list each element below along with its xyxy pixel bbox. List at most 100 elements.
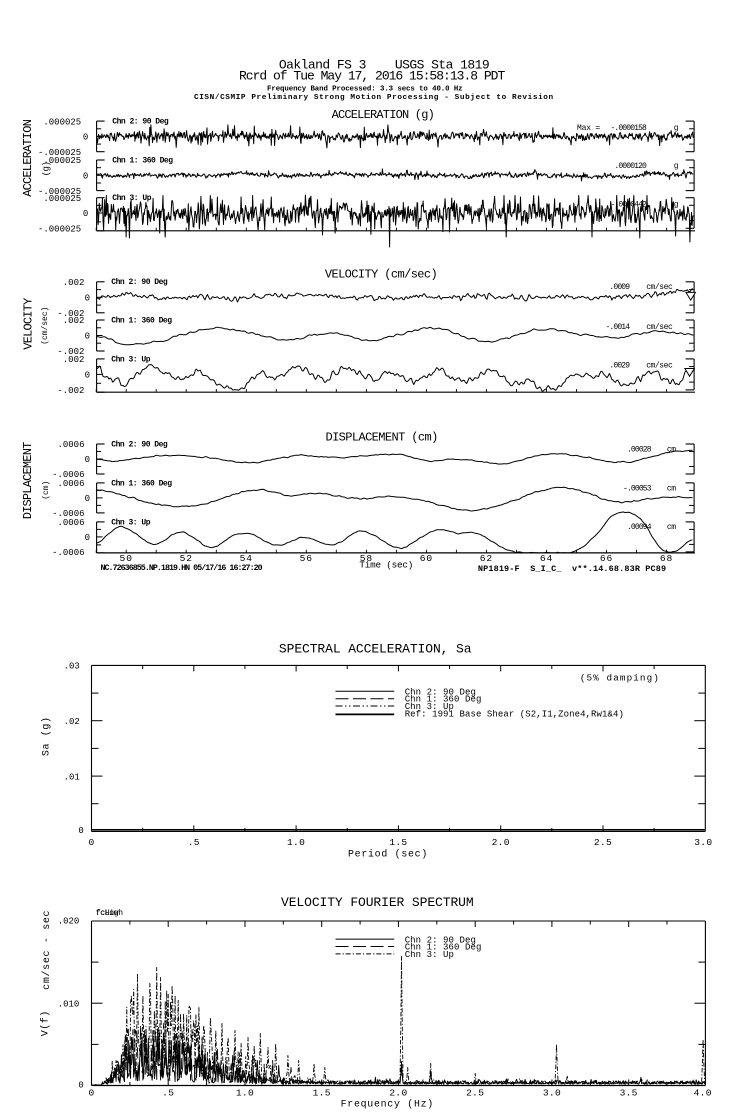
svg-text:.0006: .0006 xyxy=(57,479,84,489)
svg-text:cm: cm xyxy=(667,445,676,454)
svg-text:0: 0 xyxy=(85,533,90,543)
svg-text:64: 64 xyxy=(540,553,553,564)
svg-text:-.0000158: -.0000158 xyxy=(610,124,647,133)
svg-text:58: 58 xyxy=(360,553,373,564)
svg-text:Frequency (Hz): Frequency (Hz) xyxy=(341,1099,434,1110)
svg-text:Chn 3: Up: Chn 3: Up xyxy=(405,702,454,712)
svg-text:2.0: 2.0 xyxy=(492,837,510,848)
svg-text:3.5: 3.5 xyxy=(620,1087,638,1098)
svg-text:cm/sec: cm/sec xyxy=(646,283,673,292)
svg-text:(cm/sec): (cm/sec) xyxy=(41,307,50,345)
svg-text:62: 62 xyxy=(480,553,493,564)
svg-text:0: 0 xyxy=(88,837,94,848)
svg-text:Chn 3: Up: Chn 3: Up xyxy=(112,194,151,203)
svg-text:.01: .01 xyxy=(64,772,80,782)
svg-text:4.0: 4.0 xyxy=(694,1087,712,1098)
svg-text:Chn 1: 360 Deg: Chn 1: 360 Deg xyxy=(112,156,173,165)
svg-text:54: 54 xyxy=(240,553,253,564)
svg-text:VELOCITY FOURIER SPECTRUM: VELOCITY FOURIER SPECTRUM xyxy=(281,895,474,910)
svg-text:.000025: .000025 xyxy=(43,117,81,127)
svg-text:DISPLACEMENT (cm): DISPLACEMENT (cm) xyxy=(325,431,437,445)
svg-text:-.000025: -.000025 xyxy=(38,187,81,197)
svg-text:56: 56 xyxy=(300,553,313,564)
svg-text:SPECTRAL ACCELERATION, Sa: SPECTRAL ACCELERATION, Sa xyxy=(279,642,472,657)
svg-text:ACCELERATION (g): ACCELERATION (g) xyxy=(332,108,434,122)
svg-text:66: 66 xyxy=(600,553,613,564)
svg-text:Frequency Band Processed: 3.3: Frequency Band Processed: 3.3 secs to 40… xyxy=(267,85,463,93)
svg-text:Chn 3: Up: Chn 3: Up xyxy=(405,950,454,960)
svg-text:cm/sec: cm/sec xyxy=(646,362,673,371)
svg-text:fcLow: fcLow xyxy=(96,909,119,918)
svg-text:.0006: .0006 xyxy=(57,518,84,528)
svg-text:.002: .002 xyxy=(63,278,85,288)
svg-text:ACCELERATION: ACCELERATION xyxy=(21,119,35,196)
svg-text:0: 0 xyxy=(88,1087,94,1098)
svg-text:1.5: 1.5 xyxy=(313,1087,331,1098)
svg-text:Chn 2: 90 Deg: Chn 2: 90 Deg xyxy=(405,688,476,698)
svg-text:.010: .010 xyxy=(58,1000,80,1010)
svg-text:g: g xyxy=(674,162,679,171)
svg-text:cm: cm xyxy=(667,484,676,493)
svg-text:Chn 3: Up: Chn 3: Up xyxy=(111,355,150,364)
svg-text:VELOCITY: VELOCITY xyxy=(22,298,36,350)
svg-text:3.0: 3.0 xyxy=(694,837,712,848)
svg-text:-.002: -.002 xyxy=(57,386,84,396)
svg-text:1.0: 1.0 xyxy=(236,1087,254,1098)
svg-text:.03: .03 xyxy=(64,662,80,672)
svg-text:3.0: 3.0 xyxy=(543,1087,561,1098)
svg-text:-.00053: -.00053 xyxy=(623,484,652,493)
svg-text:.002: .002 xyxy=(63,355,85,365)
svg-text:.0009: .0009 xyxy=(609,283,630,292)
svg-text:2.5: 2.5 xyxy=(594,837,612,848)
svg-text:CISN/CSMIP Preliminary Strong: CISN/CSMIP Preliminary Strong Motion Pro… xyxy=(194,94,554,102)
svg-text:.02: .02 xyxy=(64,717,80,727)
svg-text:0: 0 xyxy=(85,455,90,465)
svg-text:(cm): (cm) xyxy=(42,481,51,500)
svg-text:Chn 2: 90 Deg: Chn 2: 90 Deg xyxy=(111,278,168,287)
svg-text:.5: .5 xyxy=(162,1087,174,1098)
svg-text:Chn 2: 90 Deg: Chn 2: 90 Deg xyxy=(405,935,476,945)
svg-text:60: 60 xyxy=(420,553,433,564)
svg-text:-.0014: -.0014 xyxy=(605,323,630,332)
svg-text:Chn 2: 90 Deg: Chn 2: 90 Deg xyxy=(111,440,168,449)
svg-text:0: 0 xyxy=(85,332,90,342)
svg-text:0: 0 xyxy=(85,371,90,381)
svg-text:.5: .5 xyxy=(188,837,200,848)
svg-text:-.0006: -.0006 xyxy=(52,509,84,519)
svg-text:.002: .002 xyxy=(63,316,85,326)
svg-text:Rcrd of Tue May 17, 2016 15:58: Rcrd of Tue May 17, 2016 15:58:13.8 PDT xyxy=(239,68,505,83)
svg-text:V(f): V(f) xyxy=(40,1010,52,1036)
svg-text:(5% damping): (5% damping) xyxy=(580,672,660,683)
svg-text:1.0: 1.0 xyxy=(287,837,305,848)
svg-text:g: g xyxy=(674,124,679,133)
svg-text:Time (sec): Time (sec) xyxy=(359,559,413,570)
svg-text:Oakland FS 3 USGS Sta 1819: Oakland FS 3 USGS Sta 1819 xyxy=(279,58,489,73)
svg-text:Chn 1: 360 Deg: Chn 1: 360 Deg xyxy=(111,479,172,488)
svg-text:VELOCITY (cm/sec): VELOCITY (cm/sec) xyxy=(325,267,437,281)
svg-text:-.002: -.002 xyxy=(57,347,84,357)
svg-text:0: 0 xyxy=(85,494,90,504)
svg-text:.0006: .0006 xyxy=(57,440,84,450)
svg-text:-.002: -.002 xyxy=(57,309,84,319)
svg-text:52: 52 xyxy=(180,553,193,564)
svg-text:50: 50 xyxy=(120,553,133,564)
svg-text:0: 0 xyxy=(83,209,88,219)
svg-text:Chn 3: Up: Chn 3: Up xyxy=(111,518,150,527)
svg-text:Chn 2: 90 Deg: Chn 2: 90 Deg xyxy=(112,118,169,127)
svg-text:68: 68 xyxy=(660,553,673,564)
svg-text:0: 0 xyxy=(78,1081,83,1091)
svg-text:g: g xyxy=(674,201,679,210)
svg-text:cm/sec: cm/sec xyxy=(646,323,673,332)
svg-text:0: 0 xyxy=(85,294,90,304)
svg-text:Max =: Max = xyxy=(577,124,600,133)
svg-text:.020: .020 xyxy=(58,916,80,926)
svg-text:NC.72636855.NP.1819.HN 05/17/1: NC.72636855.NP.1819.HN 05/17/16 16:27:20 xyxy=(101,563,263,573)
svg-text:2.0: 2.0 xyxy=(389,1087,407,1098)
svg-text:.000025: .000025 xyxy=(43,156,81,166)
svg-text:Ref: 1991 Base Shear (S2,I1,Zo: Ref: 1991 Base Shear (S2,I1,Zone4,Rw1&4) xyxy=(405,709,624,719)
svg-text:.0029: .0029 xyxy=(609,362,630,371)
svg-text:.00028: .00028 xyxy=(627,445,652,454)
svg-text:cm/sec - sec: cm/sec - sec xyxy=(41,910,53,990)
svg-text:Period (sec): Period (sec) xyxy=(348,849,428,860)
svg-text:DISPLACEMENT: DISPLACEMENT xyxy=(21,442,35,519)
